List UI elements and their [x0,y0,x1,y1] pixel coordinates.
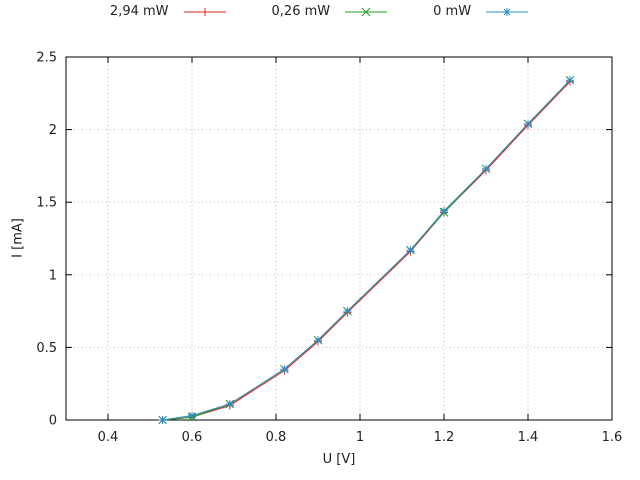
legend-line-sample-icon [486,7,529,16]
legend-label: 0 mW [433,4,472,19]
legend-line-sample-icon [183,7,226,16]
svg-text:2.5: 2.5 [36,51,57,66]
legend-line-sample-icon [345,7,388,16]
svg-text:1: 1 [356,430,364,445]
svg-text:1.4: 1.4 [518,430,539,445]
legend-label: 2,94 mW [109,4,169,19]
svg-text:0: 0 [49,414,57,429]
svg-text:0.6: 0.6 [182,430,203,445]
svg-text:1.2: 1.2 [434,430,455,445]
legend-item: 2,94 mW [110,4,228,19]
svg-text:0.5: 0.5 [36,341,57,356]
legend-label: 0,26 mW [271,4,331,19]
svg-text:2: 2 [49,123,57,138]
svg-text:1: 1 [49,268,57,283]
svg-text:1.6: 1.6 [602,430,623,445]
y-axis-label: I [mA] [10,218,26,258]
svg-text:0.4: 0.4 [98,430,119,445]
x-axis-label: U [V] [322,452,356,467]
chart-legend: 2,94 mW 0,26 mW 0 mW [0,4,640,19]
legend-item: 0,26 mW [272,4,390,19]
legend-item: 0 mW [433,4,530,19]
svg-text:1.5: 1.5 [36,196,57,211]
svg-text:0.8: 0.8 [266,430,287,445]
